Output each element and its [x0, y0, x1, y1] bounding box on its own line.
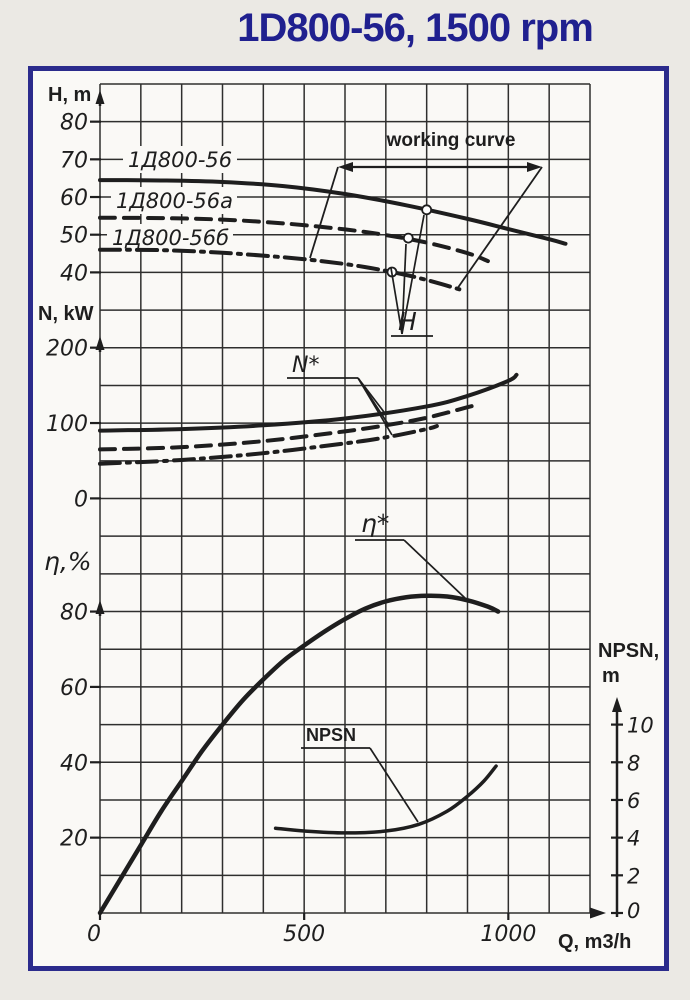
curve-1д800-56б [98, 247, 462, 292]
curve-n-1д800-56б [98, 424, 439, 466]
x-axis-arrow [590, 907, 606, 919]
tick-label-power: 100 [46, 412, 88, 437]
tick-label-head: 40 [60, 261, 88, 286]
tick-label-npsn: 10 [627, 714, 654, 738]
tick-label-npsn: 6 [627, 789, 640, 813]
npsn-callout-leader [369, 747, 419, 823]
tick-label-x: 1000 [480, 922, 536, 947]
power-callout-label: N* [292, 353, 319, 378]
panel-npsh [273, 764, 498, 835]
head-callout-leader [401, 243, 407, 335]
curve-name-labels: 1Д800-56 1Д800-56а 1Д800-56б [107, 146, 237, 251]
tick-label-npsn: 2 [627, 864, 640, 888]
tick-label-power: 0 [74, 487, 88, 512]
tick-label-npsn: 8 [627, 751, 640, 775]
label-bg [107, 224, 233, 251]
arrowhead-right [527, 162, 542, 172]
npsn-axis-caption: NPSN, [598, 640, 659, 662]
eta-callout-leader [403, 539, 466, 599]
curve-n-1д800-56а [98, 402, 478, 452]
tick-label-head: 50 [60, 224, 88, 249]
q-axis-label: Q, m3/h [558, 931, 631, 953]
npsn-axis-arrow [612, 697, 622, 712]
tick-label-x: 500 [283, 922, 325, 947]
tick-label-npsn: 0 [627, 899, 640, 923]
label-bg [123, 146, 237, 173]
tick-label-x: 0 [87, 922, 101, 947]
tick-label-head: 70 [60, 148, 88, 173]
tick-label-head: 60 [60, 186, 88, 211]
tick-label-head: 80 [60, 111, 88, 136]
eta-axis-label: η,% [44, 547, 92, 576]
curve-name-label: 1Д800-56б [112, 226, 229, 250]
working-curve-label: working curve [386, 130, 516, 151]
curve-n-1д800-56 [98, 372, 519, 433]
eta-callout-label: η* [361, 509, 389, 538]
power-callout-leader [357, 377, 393, 436]
y-axis-arrow [95, 600, 105, 614]
tick-label-efficiency: 40 [60, 751, 88, 776]
curve-name-label: 1Д800-56а [116, 189, 233, 213]
tick-label-efficiency: 20 [60, 827, 88, 852]
y-axis-arrow [95, 90, 105, 104]
working-curve-leader [456, 166, 543, 290]
panel-power [98, 372, 519, 466]
tick-label-efficiency: 80 [60, 601, 88, 626]
curve-name-label: 1Д800-56 [128, 148, 232, 172]
panel-head [98, 178, 568, 292]
arrowhead-left [338, 162, 353, 172]
page-title: 1D800-56, 1500 rpm [237, 6, 594, 50]
h-axis-label: H, m [48, 84, 91, 106]
npsn-axis: 10 8 6 4 2 0 NPSN, m [598, 640, 659, 923]
curve-1д800-56а [98, 215, 490, 264]
tick-label-efficiency: 60 [60, 676, 88, 701]
y-axis-arrow [95, 336, 105, 350]
nominal-point-marker [402, 232, 414, 244]
tick-label-npsn: 4 [627, 827, 640, 851]
n-axis-label: N, kW [38, 303, 94, 325]
nominal-point-marker [421, 204, 433, 216]
head-callout-leader [401, 214, 425, 335]
npsn-axis-caption: m [602, 665, 620, 687]
head-callout-leader [390, 267, 403, 335]
label-bg [111, 187, 237, 214]
tick-label-power: 200 [46, 337, 88, 362]
curve-npsn [273, 764, 498, 835]
curve-η [97, 593, 501, 916]
curve-1д800-56 [98, 178, 568, 246]
npsn-callout-label: NPSN [306, 725, 356, 745]
working-curve-leader [309, 166, 339, 259]
panel-efficiency [97, 593, 501, 916]
